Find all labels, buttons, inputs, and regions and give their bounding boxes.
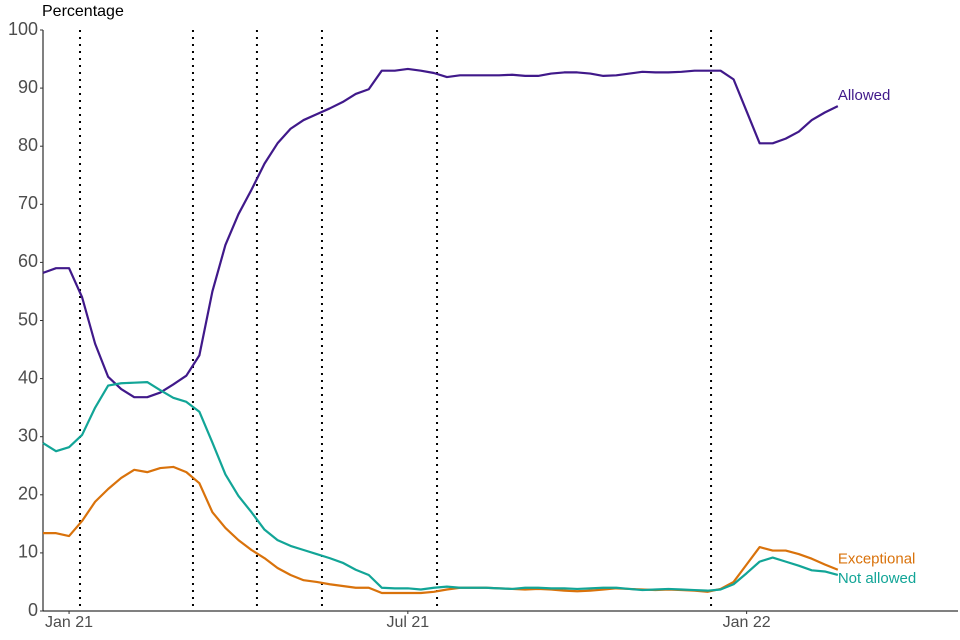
y-tick-label: 80	[18, 135, 38, 155]
series-label: Exceptional	[838, 551, 916, 568]
y-tick-label: 70	[18, 193, 38, 213]
y-axis-title: Percentage	[42, 3, 124, 20]
x-tick-label: Jan 22	[723, 614, 771, 631]
series-label: Allowed	[838, 87, 891, 104]
y-tick-label: 30	[18, 425, 38, 445]
y-tick-label: 50	[18, 309, 38, 329]
y-tick-label: 100	[8, 19, 38, 39]
y-tick-label: 40	[18, 367, 38, 387]
series-line	[42, 67, 839, 399]
y-tick-label: 0	[28, 600, 38, 620]
y-tick-label: 60	[18, 251, 38, 271]
y-tick-label: 20	[18, 484, 38, 504]
series-label: Not allowed	[838, 570, 916, 587]
y-tick-label: 90	[18, 77, 38, 97]
series-line	[42, 380, 839, 592]
series-line	[43, 465, 839, 595]
y-tick-label: 10	[18, 542, 38, 562]
x-tick-label: Jul 21	[386, 614, 429, 631]
x-tick-label: Jan 21	[45, 614, 93, 631]
